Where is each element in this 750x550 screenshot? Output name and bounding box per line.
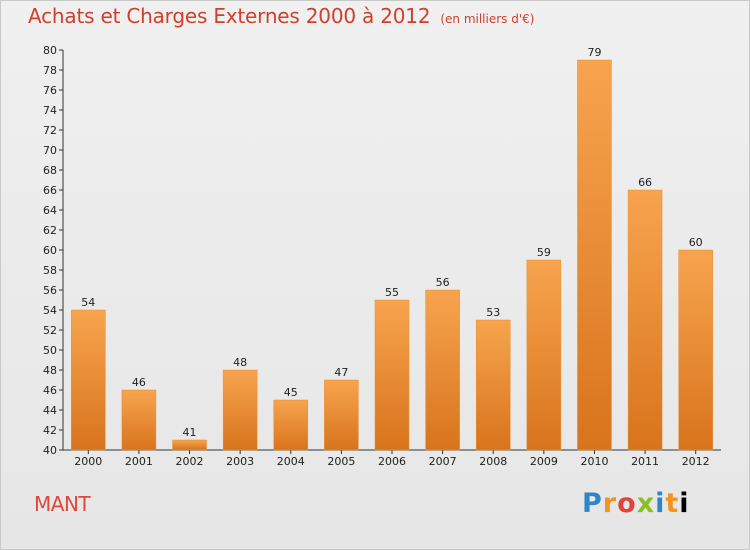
bar <box>374 299 410 451</box>
bar <box>273 399 309 451</box>
y-tick-label: 76 <box>43 84 57 97</box>
y-tick-label: 80 <box>43 44 57 57</box>
y-tick-label: 46 <box>43 384 57 397</box>
logo-letter: t <box>665 488 680 519</box>
bar <box>71 309 106 451</box>
chart-title: Achats et Charges Externes 2000 à 2012 (e… <box>28 4 534 28</box>
y-tick-label: 62 <box>43 224 57 237</box>
logo-letter: r <box>602 488 618 519</box>
y-tick-label: 50 <box>43 344 57 357</box>
y-tick-label: 74 <box>43 104 57 117</box>
y-tick-label: 70 <box>43 144 57 157</box>
bar <box>425 289 460 451</box>
proxiti-logo: Proxiti <box>582 488 690 519</box>
logo-letter: o <box>617 488 637 519</box>
y-tick-label: 52 <box>43 324 57 337</box>
y-tick-label: 78 <box>43 64 57 77</box>
logo-letter: P <box>582 488 603 519</box>
y-tick-label: 54 <box>43 304 57 317</box>
x-tick-label: 2006 <box>378 455 406 468</box>
commune-name: MANT <box>34 492 91 516</box>
bar-value-label: 45 <box>284 386 298 399</box>
bar <box>121 389 157 451</box>
bar-value-label: 41 <box>183 426 197 439</box>
logo-letter: i <box>655 488 666 519</box>
x-tick-label: 2002 <box>176 455 204 468</box>
x-tick-label: 2012 <box>682 455 710 468</box>
y-tick-label: 58 <box>43 264 57 277</box>
bar-value-label: 46 <box>132 376 146 389</box>
y-tick-label: 68 <box>43 164 57 177</box>
x-tick-label: 2000 <box>74 455 102 468</box>
y-tick-label: 56 <box>43 284 57 297</box>
y-tick-label: 48 <box>43 364 57 377</box>
bar-value-label: 66 <box>638 176 652 189</box>
x-tick-label: 2008 <box>479 455 507 468</box>
y-tick-label: 60 <box>43 244 57 257</box>
bar <box>324 379 359 451</box>
bar-value-label: 79 <box>587 46 601 59</box>
chart-title-text: Achats et Charges Externes 2000 à 2012 <box>28 4 431 28</box>
bar-value-label: 54 <box>81 296 95 309</box>
x-tick-label: 2011 <box>631 455 659 468</box>
logo-letter: x <box>636 488 656 519</box>
y-tick-label: 40 <box>43 444 57 457</box>
y-tick-label: 66 <box>43 184 57 197</box>
value-labels: 54 46 41 48 45 47 55 56 53 59 79 66 60 <box>81 46 702 439</box>
x-tick-label: 2001 <box>125 455 153 468</box>
bar <box>526 259 562 451</box>
x-tick-label: 2009 <box>530 455 558 468</box>
bar-value-label: 48 <box>233 356 247 369</box>
y-tick-label: 42 <box>43 424 57 437</box>
bars <box>71 59 713 451</box>
y-tick-label: 72 <box>43 124 57 137</box>
x-tick-label: 2010 <box>580 455 608 468</box>
bar <box>577 59 612 451</box>
bar-value-label: 55 <box>385 286 399 299</box>
bar <box>222 369 258 451</box>
bar <box>627 189 663 451</box>
bar <box>678 249 713 451</box>
x-tick-label: 2004 <box>277 455 305 468</box>
bar <box>475 319 511 451</box>
logo-letter: i <box>679 488 690 519</box>
x-tick-label: 2007 <box>429 455 457 468</box>
y-tick-label: 44 <box>43 404 57 417</box>
bar-value-label: 59 <box>537 246 551 259</box>
bar-value-label: 56 <box>436 276 450 289</box>
bar-value-label: 53 <box>486 306 500 319</box>
y-tick-label: 64 <box>43 204 57 217</box>
bar-value-label: 60 <box>689 236 703 249</box>
bar-value-label: 47 <box>334 366 348 379</box>
x-tick-label: 2005 <box>327 455 355 468</box>
x-tick-label: 2003 <box>226 455 254 468</box>
chart-unit: (en milliers d'€) <box>440 12 535 26</box>
bar <box>172 439 207 451</box>
